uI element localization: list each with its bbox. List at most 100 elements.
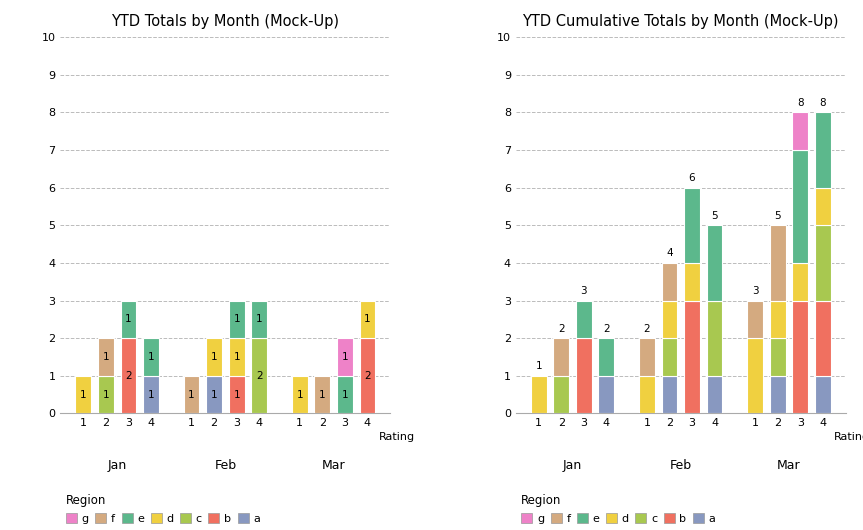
Bar [553,338,569,376]
Bar [792,301,808,413]
Bar [639,338,655,376]
Text: 1: 1 [342,352,349,362]
Bar [229,301,244,338]
Title: YTD Totals by Month (Mock-Up): YTD Totals by Month (Mock-Up) [111,14,339,29]
Bar [815,188,831,225]
Text: Rating: Rating [834,432,863,442]
Bar [337,376,353,413]
Bar [639,376,655,413]
Bar [707,225,722,301]
Text: Jan: Jan [108,458,127,472]
Text: 1: 1 [148,352,154,362]
Bar [662,338,677,376]
Bar [684,263,700,301]
Text: 1: 1 [233,352,240,362]
Bar [184,376,199,413]
Bar [121,338,136,413]
Bar [360,338,375,413]
Text: 1: 1 [103,390,110,400]
Text: 4: 4 [666,249,673,258]
Bar [684,301,700,413]
Text: 1: 1 [148,390,154,400]
Bar [684,188,700,263]
Text: Mar: Mar [322,458,345,472]
Bar [360,301,375,338]
Bar [251,338,268,413]
Bar [792,263,808,301]
Bar [143,376,159,413]
Bar [143,338,159,376]
Text: 3: 3 [752,286,759,296]
Text: Mar: Mar [778,458,801,472]
Text: 1: 1 [103,352,110,362]
Bar [75,376,91,413]
Bar [662,301,677,338]
Text: 3: 3 [581,286,587,296]
Bar [251,301,268,338]
Text: 5: 5 [711,211,718,220]
Bar [121,301,136,338]
Text: 8: 8 [820,98,826,108]
Bar [576,301,592,338]
Title: YTD Cumulative Totals by Month (Mock-Up): YTD Cumulative Totals by Month (Mock-Up) [522,14,839,29]
Bar [576,338,592,413]
Text: 1: 1 [211,390,217,400]
Text: 1: 1 [297,390,303,400]
Bar [707,301,722,376]
Text: 5: 5 [774,211,781,220]
Bar [792,150,808,263]
Text: 8: 8 [797,98,803,108]
Bar [98,376,114,413]
Text: 2: 2 [364,371,371,381]
Text: 1: 1 [211,352,217,362]
Bar [815,225,831,301]
Text: 1: 1 [125,314,132,324]
Text: 2: 2 [256,371,262,381]
Bar [598,338,614,376]
Text: 6: 6 [689,173,696,183]
Bar [770,338,785,376]
Text: 1: 1 [80,390,86,400]
Text: Rating: Rating [379,432,414,442]
Bar [770,301,785,338]
Bar [662,263,677,301]
Text: Feb: Feb [670,458,692,472]
Bar [206,338,222,376]
Bar [747,301,763,338]
Bar [792,112,808,150]
Text: 1: 1 [233,314,240,324]
Bar [292,376,308,413]
Text: 1: 1 [188,390,195,400]
Bar [229,338,244,376]
Bar [815,301,831,376]
Text: 1: 1 [535,361,542,371]
Bar [531,376,546,413]
Bar [553,376,569,413]
Text: 2: 2 [125,371,132,381]
Bar [229,376,244,413]
Text: 1: 1 [342,390,349,400]
Text: 2: 2 [644,324,650,333]
Legend: g, f, e, d, c, b, a: g, f, e, d, c, b, a [521,494,715,524]
Bar [815,376,831,413]
Text: 2: 2 [557,324,564,333]
Text: 1: 1 [364,314,371,324]
Bar [662,376,677,413]
Bar [707,376,722,413]
Bar [770,225,785,301]
Bar [815,112,831,188]
Bar [747,338,763,413]
Bar [206,376,222,413]
Bar [314,376,331,413]
Bar [337,338,353,376]
Legend: g, f, e, d, c, b, a: g, f, e, d, c, b, a [66,494,260,524]
Bar [98,338,114,376]
Text: 1: 1 [233,390,240,400]
Text: 1: 1 [256,314,262,324]
Text: Jan: Jan [563,458,583,472]
Bar [770,376,785,413]
Text: 1: 1 [319,390,325,400]
Bar [598,376,614,413]
Text: 2: 2 [603,324,609,333]
Text: Feb: Feb [214,458,236,472]
